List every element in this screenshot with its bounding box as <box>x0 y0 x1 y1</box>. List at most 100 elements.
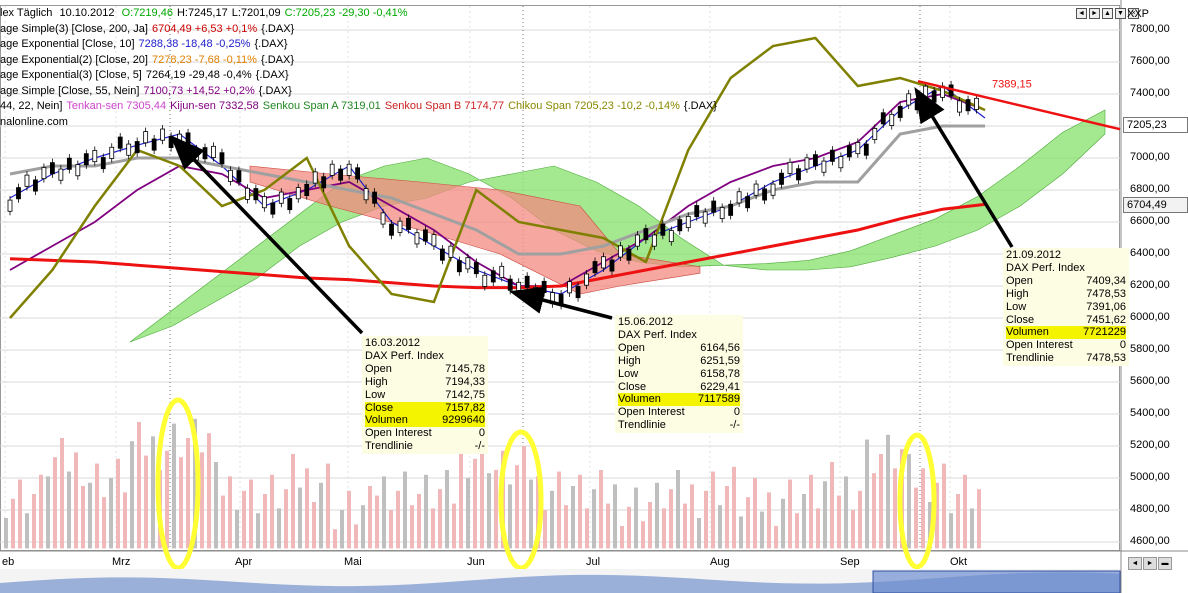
indicator-text: Senkou Span A 7319,01 <box>262 100 381 112</box>
info-value: 6251,59 <box>700 354 740 367</box>
indicator-row: age Simple [Close, 55, Nein] 7100,73 +14,… <box>0 84 721 100</box>
window-button[interactable]: ▼ <box>1115 8 1126 19</box>
candle-body <box>389 223 394 236</box>
candle-body <box>100 157 106 170</box>
info-row: Trendlinie -/- <box>365 440 485 453</box>
volume-bar <box>249 479 253 549</box>
volume-bar <box>753 478 757 549</box>
candle-body <box>329 163 335 176</box>
indicator-text: age Simple [Close, 55, Nein] <box>0 84 140 97</box>
candle-body <box>211 145 216 158</box>
volume-bar <box>781 498 785 549</box>
window-button[interactable]: ▲ <box>1102 8 1113 19</box>
candle-body <box>711 200 717 213</box>
month-label: Apr <box>235 556 253 568</box>
indicator-text: age Exponential(3) [Close, 5] <box>0 69 142 81</box>
info-row: Close 7451,62 <box>1006 314 1126 327</box>
series-line-3 <box>9 202 986 290</box>
candle-body <box>753 183 759 196</box>
volume-bar <box>298 487 302 549</box>
window-button[interactable]: ◄ <box>1076 8 1087 19</box>
info-row: Volumen 9299640 <box>365 414 485 428</box>
candle-body <box>473 262 479 275</box>
volume-bar <box>620 526 624 549</box>
volume-bar <box>935 482 939 549</box>
candle-body <box>634 234 640 247</box>
window-button[interactable]: ► <box>1089 8 1100 19</box>
info-instrument: DAX Perf. Index <box>365 349 444 362</box>
scroll-left-button[interactable]: ◄ <box>1128 557 1142 570</box>
info-value: 6229,41 <box>700 380 740 393</box>
candle-body <box>261 196 267 209</box>
indicator-text: nalonline.com <box>0 115 68 128</box>
indicator-text: {.DAX} <box>258 84 292 97</box>
volume-bar <box>39 474 43 549</box>
candle-body <box>372 191 377 204</box>
indicator-row: age Exponential(2) [Close, 20] 7278,23 -7… <box>0 53 721 69</box>
window-button[interactable]: × <box>1128 8 1139 19</box>
month-label: Okt <box>950 556 968 568</box>
info-key: Close <box>1006 313 1035 326</box>
candle-body <box>126 143 132 156</box>
info-value: 0 <box>733 406 740 419</box>
volume-bar <box>361 505 365 549</box>
volume-bar <box>151 436 155 549</box>
candle-body <box>660 223 666 236</box>
indicator-text: {.DAX} <box>683 100 717 112</box>
info-row: Open 7409,34 <box>1006 275 1126 288</box>
candle-body <box>431 234 437 247</box>
volume-bar <box>81 486 85 549</box>
info-value: 7478,53 <box>1086 287 1126 300</box>
price-tick-label: 4800,00 <box>1130 503 1170 515</box>
zoom-button[interactable]: ▬ <box>1158 557 1172 570</box>
legend-header-row: lex Täglich 10.10.2012 O:7219,46 H:7245,1… <box>0 6 721 22</box>
volume-bar <box>613 484 617 549</box>
scroll-right-button[interactable]: ► <box>1143 557 1157 570</box>
candle-body <box>406 217 411 230</box>
candle-body <box>397 220 403 233</box>
candle-body <box>736 191 742 204</box>
info-date: 16.03.2012 <box>365 337 421 349</box>
volume-bar <box>130 441 134 549</box>
info-value: 0 <box>1119 339 1126 352</box>
indicator-legend: lex Täglich 10.10.2012 O:7219,46 H:7245,1… <box>0 6 721 128</box>
info-value: 7451,62 <box>1086 313 1126 326</box>
volume-bar <box>11 498 15 549</box>
volume-bar <box>515 465 519 549</box>
volume-bar <box>662 508 666 549</box>
month-label: Jul <box>586 556 601 568</box>
ohlc-info-box: 15.06.2012 DAX Perf. Index Open 6164,56 High… <box>615 315 743 434</box>
info-value: -/- <box>729 419 740 432</box>
candle-body <box>66 157 72 170</box>
candle-body <box>117 136 123 149</box>
volume-bar <box>354 524 358 549</box>
overview-viewport[interactable] <box>872 570 1121 593</box>
candle-body <box>609 259 615 272</box>
candle-body <box>863 143 869 156</box>
indicator-text: Tenkan-sen 7305,44 <box>66 100 167 112</box>
volume-bar <box>893 468 897 549</box>
volume-bar <box>263 494 267 549</box>
candle-body <box>253 188 259 201</box>
price-tick-label: 4600,00 <box>1130 535 1170 547</box>
candle-body <box>499 265 505 278</box>
candle-body <box>228 169 233 182</box>
candle-body <box>16 187 21 200</box>
candle-body <box>855 142 861 155</box>
annotation-arrow <box>914 87 1014 248</box>
volume-bar <box>144 455 148 549</box>
price-tag: 7205,23 <box>1123 117 1188 134</box>
candle-body <box>889 113 895 126</box>
volume-bar <box>816 508 820 549</box>
volume-bar <box>424 474 428 549</box>
volume-bar <box>571 486 575 549</box>
volume-bar <box>795 513 799 549</box>
trendline-label: 7389,15 <box>992 79 1032 91</box>
volume-bar <box>865 439 869 549</box>
volume-bar <box>200 452 204 549</box>
indicator-row: age Exponential(3) [Close, 5] 7264,19 -29… <box>0 68 721 84</box>
volume-bar <box>536 476 540 549</box>
volume-bar <box>858 490 862 549</box>
candle-body <box>567 281 572 294</box>
